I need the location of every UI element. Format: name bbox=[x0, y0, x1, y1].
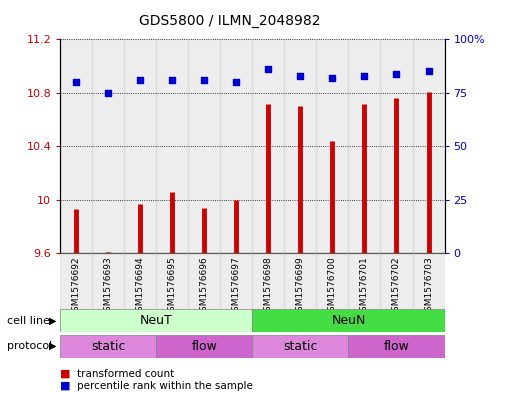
Bar bbox=[60, 309, 252, 332]
Bar bbox=[380, 253, 413, 309]
Bar bbox=[60, 253, 92, 309]
Bar bbox=[92, 253, 124, 309]
Point bbox=[168, 77, 176, 83]
Point bbox=[424, 68, 433, 75]
Text: NeuT: NeuT bbox=[140, 314, 173, 327]
Text: ▶: ▶ bbox=[49, 316, 56, 326]
Point bbox=[296, 73, 304, 79]
Point bbox=[264, 66, 272, 72]
Text: percentile rank within the sample: percentile rank within the sample bbox=[77, 381, 253, 391]
Text: GSM1576698: GSM1576698 bbox=[264, 256, 273, 317]
Bar bbox=[252, 253, 285, 309]
Bar bbox=[316, 253, 348, 309]
Bar bbox=[156, 335, 252, 358]
Bar bbox=[285, 39, 316, 253]
Text: ■: ■ bbox=[60, 369, 71, 379]
Bar bbox=[348, 335, 445, 358]
Text: GSM1576692: GSM1576692 bbox=[72, 256, 81, 317]
Text: static: static bbox=[283, 340, 317, 353]
Point bbox=[136, 77, 144, 83]
Text: transformed count: transformed count bbox=[77, 369, 174, 379]
Text: GDS5800 / ILMN_2048982: GDS5800 / ILMN_2048982 bbox=[139, 14, 321, 28]
Text: NeuN: NeuN bbox=[331, 314, 366, 327]
Bar bbox=[316, 39, 348, 253]
Text: GSM1576697: GSM1576697 bbox=[232, 256, 241, 317]
Text: ▶: ▶ bbox=[49, 341, 56, 351]
Text: GSM1576702: GSM1576702 bbox=[392, 256, 401, 317]
Bar bbox=[380, 39, 413, 253]
Text: static: static bbox=[91, 340, 126, 353]
Bar bbox=[60, 39, 92, 253]
Bar bbox=[188, 253, 220, 309]
Text: ■: ■ bbox=[60, 381, 71, 391]
Bar bbox=[348, 39, 381, 253]
Point bbox=[200, 77, 209, 83]
Text: flow: flow bbox=[191, 340, 217, 353]
Point bbox=[72, 79, 81, 85]
Text: GSM1576696: GSM1576696 bbox=[200, 256, 209, 317]
Text: GSM1576694: GSM1576694 bbox=[136, 256, 145, 317]
Text: cell line: cell line bbox=[7, 316, 50, 326]
Bar bbox=[252, 335, 348, 358]
Text: GSM1576700: GSM1576700 bbox=[328, 256, 337, 317]
Point bbox=[104, 90, 112, 96]
Bar bbox=[156, 39, 188, 253]
Text: GSM1576703: GSM1576703 bbox=[424, 256, 433, 317]
Text: GSM1576693: GSM1576693 bbox=[104, 256, 112, 317]
Bar bbox=[220, 39, 252, 253]
Bar bbox=[413, 39, 445, 253]
Point bbox=[232, 79, 241, 85]
Point bbox=[392, 70, 401, 77]
Bar bbox=[124, 39, 156, 253]
Bar bbox=[156, 253, 188, 309]
Bar bbox=[348, 253, 381, 309]
Text: GSM1576701: GSM1576701 bbox=[360, 256, 369, 317]
Text: protocol: protocol bbox=[7, 341, 52, 351]
Bar bbox=[413, 253, 445, 309]
Point bbox=[360, 73, 369, 79]
Bar bbox=[285, 253, 316, 309]
Bar bbox=[124, 253, 156, 309]
Bar bbox=[60, 335, 156, 358]
Bar bbox=[188, 39, 220, 253]
Bar bbox=[252, 309, 445, 332]
Text: GSM1576699: GSM1576699 bbox=[296, 256, 305, 317]
Text: flow: flow bbox=[383, 340, 410, 353]
Point bbox=[328, 75, 337, 81]
Bar bbox=[252, 39, 285, 253]
Text: GSM1576695: GSM1576695 bbox=[168, 256, 177, 317]
Bar bbox=[220, 253, 252, 309]
Bar bbox=[92, 39, 124, 253]
